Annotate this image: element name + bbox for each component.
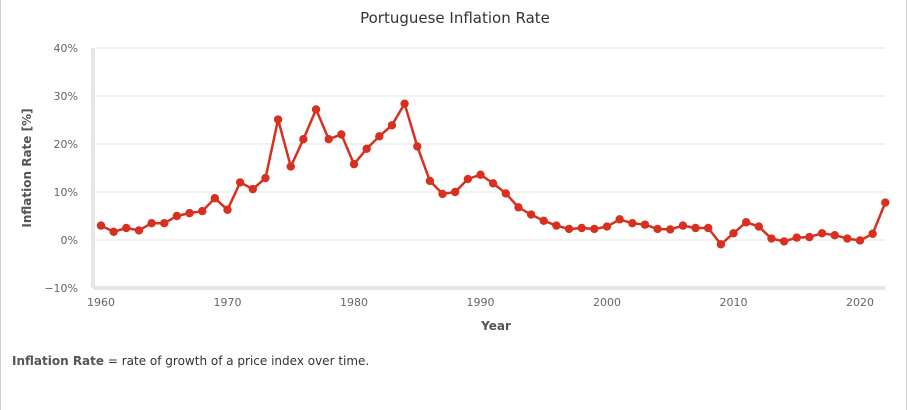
data-point[interactable] — [716, 240, 726, 249]
x-tick-label: 2020 — [846, 296, 874, 309]
data-point[interactable] — [185, 208, 194, 218]
grid-lines — [95, 47, 885, 241]
x-tick-label: 1980 — [340, 296, 368, 309]
data-point[interactable] — [210, 194, 220, 203]
x-tick-label: 1960 — [87, 296, 115, 309]
data-point[interactable] — [615, 215, 624, 224]
y-tick-label: 40% — [54, 42, 78, 55]
data-point[interactable] — [122, 223, 131, 233]
data-point[interactable] — [134, 226, 144, 235]
data-point[interactable] — [463, 174, 473, 184]
data-point[interactable] — [678, 221, 688, 230]
data-point[interactable] — [792, 233, 801, 242]
data-point[interactable] — [590, 224, 599, 234]
data-point[interactable] — [817, 229, 827, 238]
data-point[interactable] — [261, 173, 270, 183]
y-tick-label: 20% — [54, 138, 78, 151]
data-point[interactable] — [400, 99, 409, 108]
data-point[interactable] — [691, 223, 700, 233]
x-tick-label: 2000 — [593, 296, 621, 309]
x-tick-label: 1970 — [214, 296, 242, 309]
data-point[interactable] — [413, 142, 422, 151]
data-point[interactable] — [779, 237, 789, 246]
data-points — [96, 99, 890, 249]
y-axis-title: Inflation Rate [%] — [20, 108, 34, 227]
y-tick-labels: −10% 0% 10% 20% 30% 40% — [44, 42, 78, 295]
data-point[interactable] — [514, 203, 523, 212]
data-point[interactable] — [640, 220, 650, 229]
data-point[interactable] — [602, 222, 612, 231]
x-tick-label: 1990 — [467, 296, 495, 309]
data-point[interactable] — [577, 223, 586, 233]
x-tick-labels: 1960 1970 1980 1990 2000 2010 2020 — [87, 296, 874, 309]
x-tick-label: 2010 — [720, 296, 748, 309]
data-point[interactable] — [628, 219, 637, 228]
data-point[interactable] — [881, 198, 890, 207]
data-point[interactable] — [488, 179, 498, 188]
data-point[interactable] — [729, 229, 738, 238]
data-point[interactable] — [501, 189, 510, 198]
footnote: Inflation Rate = rate of growth of a pri… — [12, 354, 369, 368]
data-point[interactable] — [564, 224, 574, 234]
data-point[interactable] — [198, 207, 207, 216]
x-axis-title: Year — [480, 319, 511, 333]
data-point[interactable] — [843, 234, 852, 243]
series-line — [100, 102, 887, 246]
data-point[interactable] — [666, 225, 675, 234]
data-point[interactable] — [425, 176, 435, 186]
footnote-definition: = rate of growth of a price index over t… — [107, 354, 370, 368]
footnote-term: Inflation Rate — [12, 354, 105, 368]
y-tick-label: 30% — [54, 90, 78, 103]
left-border — [0, 0, 1, 410]
data-point[interactable] — [539, 216, 548, 225]
data-point[interactable] — [349, 159, 359, 169]
data-point[interactable] — [387, 121, 397, 130]
data-point[interactable] — [855, 236, 865, 245]
data-point[interactable] — [362, 144, 371, 153]
data-point[interactable] — [375, 132, 384, 141]
data-point[interactable] — [868, 229, 877, 238]
data-point[interactable] — [172, 211, 182, 221]
data-point[interactable] — [248, 184, 257, 194]
data-point[interactable] — [311, 105, 321, 114]
data-point[interactable] — [526, 210, 536, 219]
data-point[interactable] — [476, 170, 485, 179]
data-point[interactable] — [235, 178, 245, 187]
data-point[interactable] — [767, 234, 776, 243]
data-point[interactable] — [96, 221, 106, 230]
y-tick-label: 10% — [54, 186, 78, 199]
data-point[interactable] — [741, 218, 751, 227]
data-point[interactable] — [324, 135, 333, 144]
y-tick-label: −10% — [44, 282, 78, 295]
data-point[interactable] — [147, 219, 156, 228]
data-point[interactable] — [830, 231, 839, 240]
data-point[interactable] — [273, 115, 283, 124]
data-point[interactable] — [109, 227, 118, 237]
data-point[interactable] — [286, 162, 295, 171]
data-point[interactable] — [552, 221, 561, 230]
data-point[interactable] — [337, 130, 346, 139]
data-point[interactable] — [704, 223, 713, 233]
chart-title: Portuguese Inflation Rate — [360, 9, 550, 27]
data-point[interactable] — [438, 189, 447, 199]
data-point[interactable] — [451, 187, 460, 197]
data-point[interactable] — [160, 219, 169, 228]
data-point[interactable] — [805, 232, 814, 242]
data-point[interactable] — [299, 135, 308, 144]
data-point[interactable] — [754, 222, 763, 231]
y-tick-label: 0% — [61, 234, 78, 247]
data-point[interactable] — [223, 205, 232, 214]
data-point[interactable] — [653, 224, 662, 234]
